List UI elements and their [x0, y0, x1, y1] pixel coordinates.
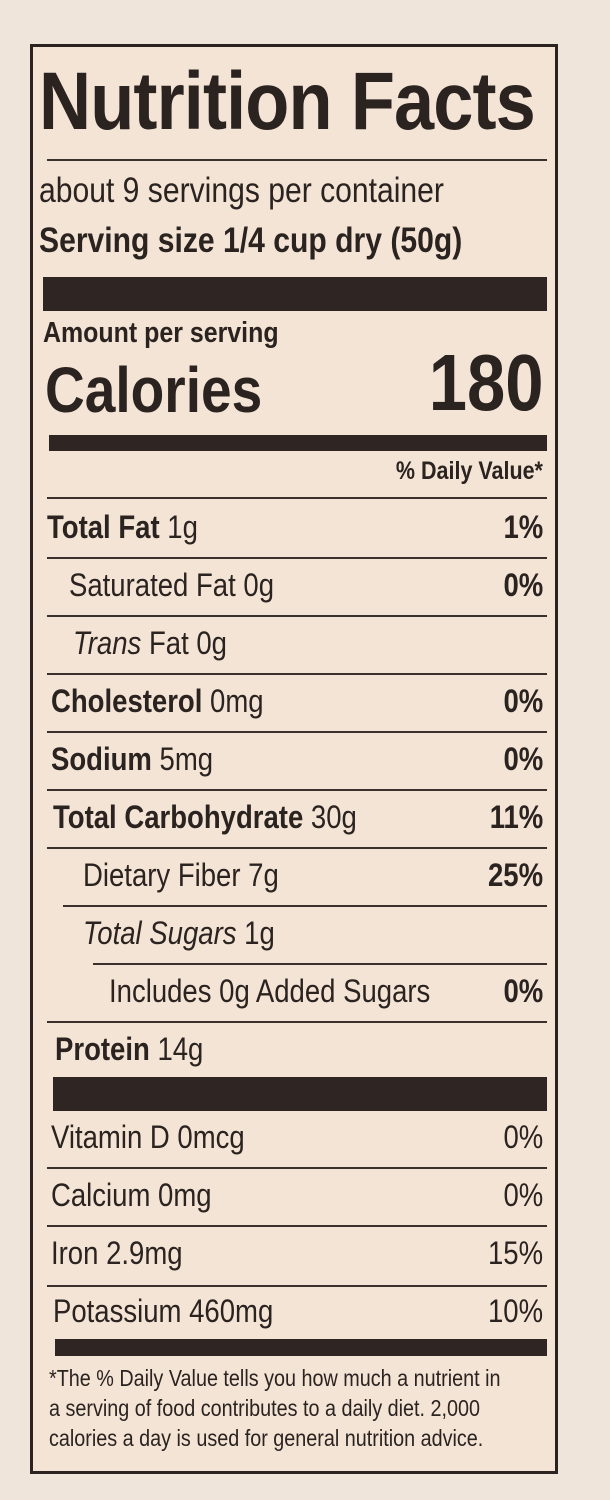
calories-label: Calories: [45, 354, 263, 426]
nutrient-name: Dietary Fiber: [83, 857, 241, 893]
nutrient-added-sugars: Includes 0g Added Sugars: [109, 973, 431, 1009]
thick-divider: [43, 277, 547, 311]
dv-header: % Daily Value*: [395, 457, 543, 485]
thick-divider: [53, 1077, 547, 1111]
divider: [47, 557, 547, 559]
divider: [47, 673, 547, 675]
nutrient-name: Sodium: [51, 741, 152, 777]
nutrient-name-rest: Fat: [148, 625, 189, 661]
footnote: *The % Daily Value tells you how much a …: [49, 1363, 501, 1453]
nutrient-amount: 0g: [196, 625, 227, 661]
divider: [47, 847, 547, 849]
nutrient-total-carbohydrate: Total Carbohydrate 30g: [53, 799, 357, 836]
nutrient-amount: 0mg: [158, 1177, 212, 1213]
nutrient-amount: 2.9mg: [106, 1235, 183, 1271]
nutrient-name: Calcium: [51, 1177, 151, 1213]
divider: [47, 615, 547, 617]
nutrient-dietary-fiber: Dietary Fiber 7g: [83, 857, 279, 894]
divider: [47, 1167, 547, 1169]
footnote-line: calories a day is used for general nutri…: [49, 1425, 484, 1451]
amount-per-serving: Amount per serving: [43, 317, 279, 349]
divider: [47, 497, 547, 499]
nutrient-name: Trans: [73, 625, 142, 661]
nutrient-protein: Protein 14g: [55, 1031, 203, 1068]
vitamin-d: Vitamin D 0mcg: [51, 1119, 245, 1156]
nutrient-trans-fat: Trans Fat 0g: [73, 625, 227, 662]
nutrient-total-sugars: Total Sugars 1g: [83, 915, 275, 952]
calcium: Calcium 0mg: [51, 1177, 212, 1214]
nutrient-name: Total Fat: [47, 509, 160, 545]
nutrient-amount: 7g: [248, 857, 279, 893]
nutrient-amount: 1g: [167, 509, 198, 545]
dv-added-sugars: 0%: [503, 973, 543, 1009]
dv-cholesterol: 0%: [503, 683, 543, 719]
nutrient-amount: 30g: [310, 799, 357, 835]
nutrient-amount: 14g: [157, 1031, 204, 1067]
divider: [47, 159, 547, 161]
servings-per-container: about 9 servings per container: [39, 171, 444, 210]
nutrient-amount: 460mg: [189, 1293, 274, 1329]
nutrient-name: Potassium: [53, 1293, 182, 1329]
divider: [47, 1021, 547, 1023]
potassium: Potassium 460mg: [53, 1293, 273, 1330]
nutrient-amount: 0mg: [210, 683, 264, 719]
label-title: Nutrition Facts: [39, 56, 536, 147]
nutrient-amount: 0g: [243, 567, 275, 603]
nutrient-amount: 0mcg: [177, 1119, 245, 1155]
nutrition-facts-label: Nutrition Facts about 9 servings per con…: [30, 44, 558, 1474]
nutrient-name: Total Sugars: [83, 915, 237, 951]
medium-divider: [49, 435, 547, 451]
dv-saturated-fat: 0%: [503, 567, 543, 603]
divider: [47, 789, 547, 791]
nutrient-name: Iron: [51, 1235, 99, 1271]
divider: [47, 1285, 547, 1287]
footnote-line: a serving of food contributes to a daily…: [49, 1395, 481, 1421]
dv-calcium: 0%: [503, 1177, 543, 1213]
divider: [47, 731, 547, 733]
medium-divider: [55, 1339, 547, 1356]
nutrient-name: Cholesterol: [51, 683, 203, 719]
footnote-line: *The % Daily Value tells you how much a …: [49, 1365, 501, 1391]
dv-total-carbohydrate: 11%: [489, 799, 543, 835]
nutrient-name: Saturated Fat: [69, 567, 236, 603]
iron: Iron 2.9mg: [51, 1235, 183, 1272]
calories-value: 180: [428, 338, 543, 427]
dv-iron: 15%: [487, 1235, 543, 1271]
nutrient-amount: 5mg: [159, 741, 214, 777]
dv-total-fat: 1%: [503, 509, 543, 545]
nutrient-sodium: Sodium 5mg: [51, 741, 213, 778]
nutrient-cholesterol: Cholesterol 0mg: [51, 683, 264, 720]
nutrient-name: Protein: [55, 1031, 150, 1067]
dv-dietary-fiber: 25%: [487, 857, 543, 893]
serving-size-value: 1/4 cup dry (50g): [223, 221, 463, 260]
dv-potassium: 10%: [487, 1293, 543, 1329]
serving-size-label: Serving size: [39, 221, 215, 260]
nutrient-name: Vitamin D: [51, 1119, 170, 1155]
dv-sodium: 0%: [503, 741, 543, 777]
serving-size: Serving size 1/4 cup dry (50g): [39, 221, 462, 261]
divider: [63, 905, 547, 907]
divider: [47, 1225, 547, 1227]
nutrient-total-fat: Total Fat 1g: [47, 509, 198, 546]
nutrient-amount: 1g: [244, 915, 275, 951]
nutrient-saturated-fat: Saturated Fat 0g: [69, 567, 274, 604]
dv-vitamin-d: 0%: [503, 1119, 543, 1155]
nutrient-name: Total Carbohydrate: [53, 799, 304, 835]
divider: [93, 963, 547, 965]
